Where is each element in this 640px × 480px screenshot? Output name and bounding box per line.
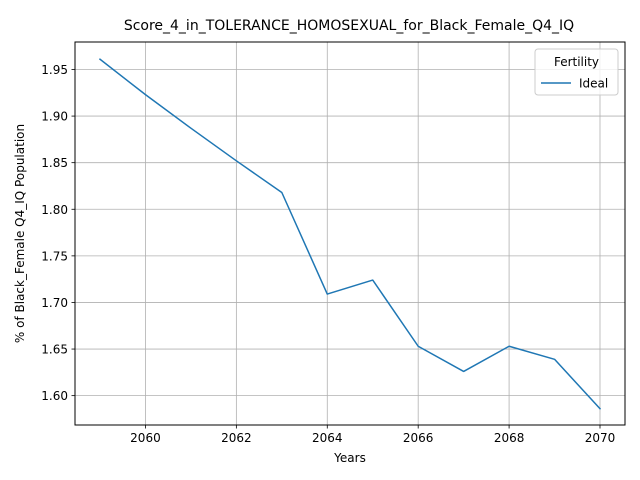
x-tick-label: 2062 [221, 431, 252, 445]
y-tick-label: 1.65 [41, 343, 68, 357]
chart-title: Score_4_in_TOLERANCE_HOMOSEXUAL_for_Blac… [124, 18, 574, 34]
plot-frame [74, 41, 626, 426]
y-axis-label: % of Black_Female Q4_IQ Population [13, 124, 27, 343]
y-tick-label: 1.80 [41, 203, 68, 217]
x-axis-label: Years [333, 451, 366, 465]
y-tick-label: 1.75 [41, 249, 68, 263]
legend: Fertility Ideal [534, 48, 619, 96]
x-tick-label: 2066 [403, 431, 434, 445]
series-line-ideal [98, 58, 602, 410]
legend-entry-ideal: Ideal [579, 77, 608, 91]
y-tick-label: 1.95 [41, 63, 68, 77]
axis-ticks: 2060 2062 2064 2066 2068 2070 1.60 1.65 1.70 1.75… [41, 63, 615, 445]
y-tick-label: 1.70 [41, 296, 68, 310]
y-tick-label: 1.85 [41, 156, 68, 170]
x-tick-label: 2070 [585, 431, 616, 445]
series-layer [98, 58, 602, 410]
y-tick-label: 1.60 [41, 389, 68, 403]
x-tick-label: 2060 [130, 431, 161, 445]
x-tick-label: 2068 [494, 431, 525, 445]
legend-title: Fertility [554, 55, 599, 69]
grid-lines [75, 42, 625, 425]
x-tick-label: 2064 [312, 431, 343, 445]
y-tick-label: 1.90 [41, 110, 68, 124]
